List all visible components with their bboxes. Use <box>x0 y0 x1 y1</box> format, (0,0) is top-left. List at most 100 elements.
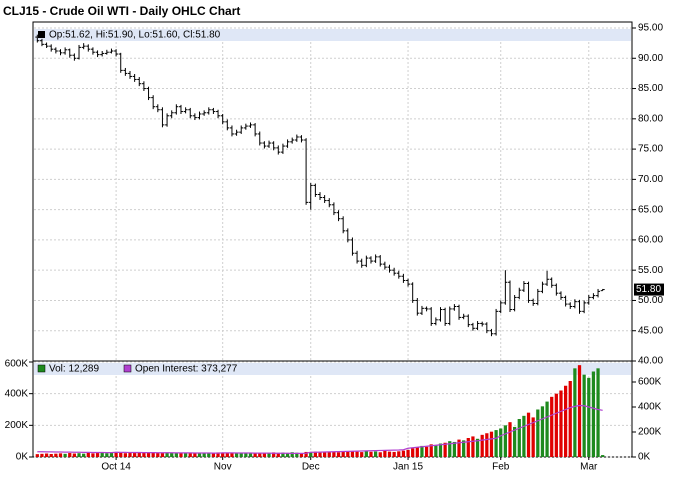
volume-bar <box>462 440 466 457</box>
volume-bar <box>82 453 86 457</box>
volume-bar <box>336 452 341 457</box>
volume-bar <box>68 453 72 457</box>
y2-tick-label: 600K <box>638 377 662 388</box>
volume-bar <box>248 452 253 457</box>
volume-bar <box>591 371 596 457</box>
volume-bar <box>494 430 498 457</box>
volume-bar <box>559 390 563 457</box>
y-tick-label: 200K <box>5 420 29 431</box>
volume-bar <box>485 433 489 457</box>
volume-bar <box>151 452 155 457</box>
volume-bar <box>221 452 225 457</box>
volume-bar <box>95 453 100 457</box>
y2-tick-label: 200K <box>638 427 662 438</box>
volume-bar <box>531 417 535 457</box>
y-tick-label: 600K <box>5 359 29 370</box>
y-tick-label: 55.00 <box>638 265 663 276</box>
volume-bar <box>304 451 308 457</box>
volume-bar <box>216 452 220 457</box>
volume-bar <box>35 454 39 457</box>
volume-bar <box>392 451 396 457</box>
volume-bar <box>267 453 271 457</box>
y-tick-label: 0K <box>16 452 29 463</box>
y-tick-label: 50.00 <box>638 295 663 306</box>
volume-header-band <box>34 363 631 375</box>
volume-bar <box>114 452 118 457</box>
volume-bar <box>207 452 211 457</box>
volume-bar <box>596 368 600 457</box>
y-tick-label: 70.00 <box>638 174 663 185</box>
volume-bar <box>165 452 169 457</box>
volume-bar <box>137 452 141 457</box>
volume-bar <box>295 452 299 457</box>
volume-bar <box>202 453 206 457</box>
volume-bar <box>77 453 81 457</box>
volume-bar <box>86 452 90 457</box>
volume-bar <box>568 381 572 457</box>
volume-bar <box>258 453 262 457</box>
volume-bar <box>373 451 378 457</box>
volume-bar <box>503 425 507 457</box>
y-tick-label: 75.00 <box>638 144 663 155</box>
volume-bar <box>313 451 317 457</box>
volume-bar <box>517 419 521 457</box>
volume-bar <box>341 451 345 457</box>
volume-bar <box>573 368 577 457</box>
volume-bar <box>397 451 401 457</box>
volume-bar <box>272 452 276 457</box>
volume-bar <box>550 396 554 457</box>
volume-bar <box>179 452 183 457</box>
last-price-label: 51.80 <box>636 284 661 295</box>
volume-bar <box>452 441 457 457</box>
volume-bar <box>318 452 322 457</box>
volume-bar <box>350 451 355 457</box>
volume-bar <box>142 452 146 457</box>
y-tick-label: 60.00 <box>638 235 663 246</box>
volume-bar <box>554 393 558 457</box>
oi-legend: Open Interest: 373,277 <box>135 364 238 375</box>
volume-bar <box>420 445 424 457</box>
y-tick-label: 85.00 <box>638 83 663 94</box>
volume-bar <box>276 452 280 457</box>
volume-bar <box>387 451 392 457</box>
volume-bar <box>360 452 364 457</box>
last-price-box <box>634 283 664 296</box>
volume-bar <box>174 453 178 457</box>
volume-bar <box>434 445 438 457</box>
x-tick-label: Jan 15 <box>393 462 423 473</box>
volume-bar <box>457 439 461 457</box>
ohlc-icon <box>38 31 45 38</box>
volume-bar <box>406 449 410 457</box>
y2-tick-label: 0K <box>638 452 651 463</box>
volume-bar <box>577 365 582 457</box>
volume-bar <box>522 415 526 457</box>
volume-bar <box>499 428 503 457</box>
volume-bar <box>40 453 44 457</box>
volume-bar <box>513 426 517 457</box>
volume-bar <box>211 453 216 457</box>
volume-bar <box>346 451 350 457</box>
y-tick-label: 65.00 <box>638 204 663 215</box>
volume-bar <box>508 422 512 457</box>
volume-bar <box>443 442 447 457</box>
volume-bar <box>63 453 67 457</box>
volume-bar <box>91 453 95 457</box>
y-tick-label: 90.00 <box>638 53 663 64</box>
volume-bar <box>290 452 294 457</box>
volume-bar <box>281 452 285 457</box>
volume-bar <box>309 452 313 457</box>
volume-bar <box>299 453 304 457</box>
volume-bar <box>582 374 586 457</box>
volume-bar <box>58 453 63 457</box>
x-tick-label: Feb <box>492 462 510 473</box>
y-tick-label: 95.00 <box>638 23 663 34</box>
y2-tick-label: 400K <box>638 402 662 413</box>
volume-bar <box>234 453 239 457</box>
volume-bar <box>401 450 406 457</box>
volume-bar <box>225 453 229 457</box>
volume-bar <box>49 453 53 457</box>
volume-bar <box>285 453 290 457</box>
volume-bar <box>471 436 475 457</box>
volume-bar <box>475 438 480 457</box>
volume-bar <box>429 444 433 457</box>
